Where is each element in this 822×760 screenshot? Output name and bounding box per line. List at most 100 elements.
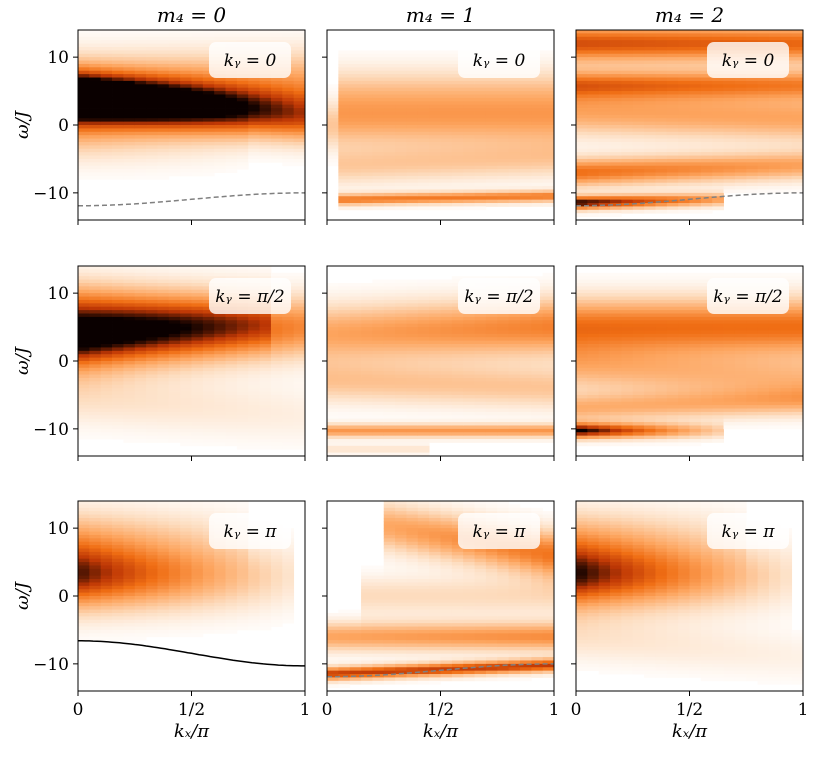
heatmap-cell <box>429 118 441 122</box>
heatmap-cell <box>146 428 158 433</box>
heatmap-cell <box>361 145 373 150</box>
heatmap-cell <box>282 425 295 430</box>
heatmap-cell <box>134 286 147 291</box>
heatmap-cell <box>542 347 555 352</box>
heatmap-cell <box>383 148 396 153</box>
heatmap-cell <box>598 135 611 139</box>
heatmap-cell <box>497 320 509 325</box>
heatmap-cell <box>134 70 147 75</box>
heatmap-cell <box>349 60 362 65</box>
heatmap-cell <box>214 36 226 41</box>
heatmap-cell <box>485 435 498 440</box>
heatmap-cell <box>89 377 102 382</box>
heatmap-cell <box>327 327 339 331</box>
heatmap-cell <box>508 199 521 204</box>
heatmap-cell <box>700 158 713 163</box>
heatmap-cell <box>180 33 192 38</box>
heatmap-cell <box>100 84 113 89</box>
heatmap-cell <box>644 97 656 102</box>
heatmap-cell <box>655 206 668 211</box>
heatmap-cell <box>282 350 295 355</box>
heatmap-cell <box>531 425 544 430</box>
heatmap-cell <box>712 108 724 112</box>
heatmap-cell <box>440 104 453 109</box>
heatmap-cell <box>282 33 295 38</box>
heatmap-cell <box>327 145 339 150</box>
heatmap-cell <box>146 350 158 355</box>
heatmap-cell <box>383 320 396 325</box>
heatmap-cell <box>78 36 90 41</box>
heatmap-cell <box>463 344 475 348</box>
heatmap-cell <box>542 70 555 75</box>
heatmap-cell <box>112 175 124 180</box>
heatmap-cell <box>89 361 102 365</box>
heatmap-cell <box>712 36 724 41</box>
heatmap-cell <box>542 286 555 291</box>
heatmap-cell <box>497 354 509 358</box>
heatmap-cell <box>610 57 622 61</box>
heatmap-cell <box>270 388 283 392</box>
heatmap-cell <box>327 316 339 321</box>
heatmap-cell <box>655 50 668 55</box>
heatmap-cell <box>542 57 555 61</box>
heatmap-cell <box>123 169 136 173</box>
heatmap-cell <box>621 108 634 112</box>
heatmap-cell <box>723 91 736 95</box>
heatmap-cell <box>519 148 532 153</box>
heatmap-cell <box>134 40 147 44</box>
heatmap-cell <box>157 77 170 82</box>
heatmap-cell <box>700 189 713 194</box>
heatmap-cell <box>576 141 588 146</box>
heatmap-cell <box>519 394 532 399</box>
heatmap-cell <box>270 411 283 416</box>
heatmap-cell <box>395 104 407 109</box>
heatmap-cell <box>587 367 600 372</box>
heatmap-cell <box>361 391 373 396</box>
heatmap-cell <box>349 361 362 365</box>
heatmap-cell <box>406 57 419 61</box>
heatmap-cell <box>361 364 373 369</box>
heatmap-cell <box>508 186 521 190</box>
heatmap-cell <box>417 53 430 58</box>
heatmap-cell <box>372 293 385 297</box>
heatmap-cell <box>112 320 124 325</box>
heatmap-cell <box>531 118 544 122</box>
heatmap-cell <box>372 347 385 352</box>
heatmap-cell <box>440 138 453 143</box>
heatmap-cell <box>508 333 521 338</box>
heatmap-cell <box>463 77 475 82</box>
heatmap-cell <box>508 203 521 207</box>
heatmap-cell <box>621 43 634 48</box>
heatmap-cell <box>78 67 90 72</box>
heatmap-cell <box>349 384 362 389</box>
heatmap-cell <box>293 30 306 34</box>
heatmap-cell <box>100 337 113 342</box>
heatmap-cell <box>123 43 136 48</box>
heatmap-cell <box>282 347 295 352</box>
heatmap-cell <box>689 46 702 51</box>
heatmap-cell <box>146 118 158 122</box>
heatmap-cell <box>587 299 600 304</box>
heatmap-cell <box>576 364 588 369</box>
heatmap-cell <box>372 155 385 160</box>
heatmap-cell <box>768 77 781 82</box>
heatmap-cell <box>700 152 713 156</box>
heatmap-cell <box>349 77 362 82</box>
heatmap-cell <box>134 333 147 338</box>
heatmap-cell <box>112 296 124 301</box>
heatmap-cell <box>429 293 441 297</box>
heatmap-cell <box>191 381 204 386</box>
heatmap-cell <box>791 141 804 146</box>
heatmap-cell <box>780 189 793 194</box>
heatmap-cell <box>134 340 147 345</box>
heatmap-cell <box>644 125 656 129</box>
heatmap-cell <box>689 80 702 85</box>
heatmap-cell <box>791 169 804 173</box>
heatmap-cell <box>655 114 668 119</box>
heatmap-cell <box>293 337 306 342</box>
heatmap-cell <box>338 303 351 308</box>
heatmap-cell <box>587 101 600 106</box>
heatmap-cell <box>259 337 272 342</box>
heatmap-cell <box>236 371 249 375</box>
heatmap-cell <box>146 361 158 365</box>
